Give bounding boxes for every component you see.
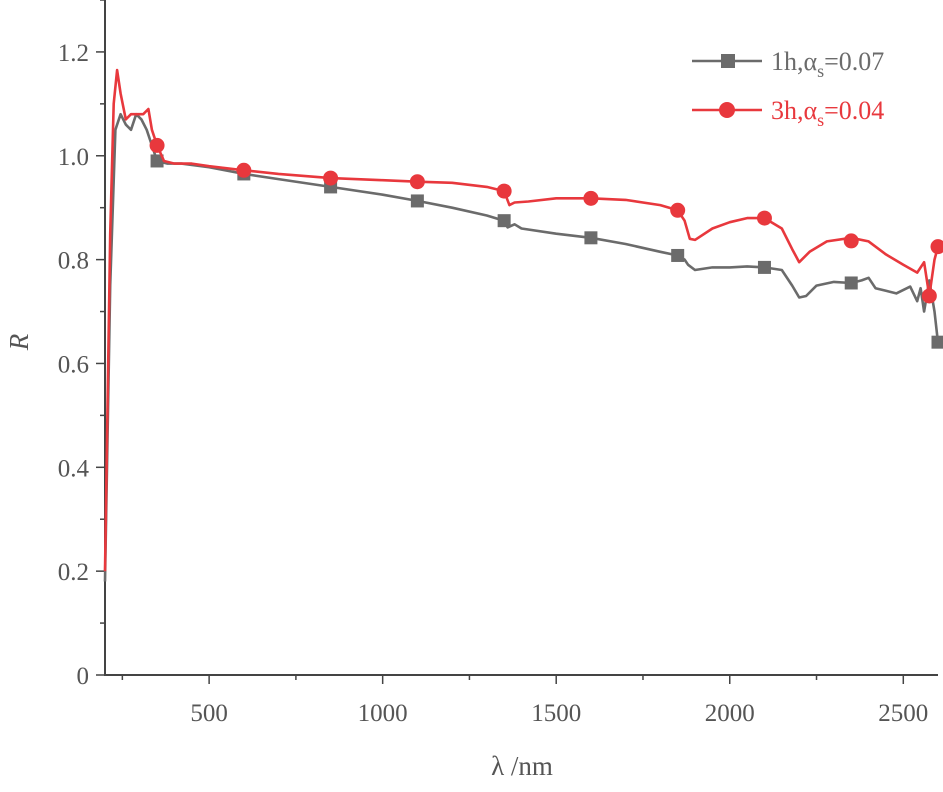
- y-axis-label: R: [4, 333, 34, 351]
- legend-marker-circle: [719, 102, 735, 118]
- data-point-circle: [670, 202, 686, 218]
- data-point-circle: [583, 190, 599, 206]
- data-point-circle: [756, 210, 772, 226]
- data-point-square: [150, 154, 164, 168]
- x-tick-label: 500: [190, 700, 228, 727]
- data-point-circle: [843, 233, 859, 249]
- x-axis-label: λ /nm: [491, 751, 553, 781]
- y-tick-label: 0: [77, 663, 90, 690]
- x-tick-label: 1000: [358, 700, 408, 727]
- y-tick-label: 0.2: [58, 559, 89, 586]
- x-tick-label: 2500: [878, 700, 928, 727]
- data-point-circle: [921, 288, 937, 304]
- y-tick-label: 0.4: [58, 455, 90, 482]
- data-point-circle: [149, 137, 165, 153]
- data-point-circle: [930, 239, 943, 255]
- legend-label: 3h,αs=0.04: [771, 96, 884, 130]
- y-tick-label: 1.2: [58, 40, 89, 67]
- data-point-circle: [236, 162, 252, 178]
- legend-item-1: 1h,αs=0.07: [692, 47, 884, 81]
- data-point-square: [844, 276, 858, 290]
- data-point-square: [671, 248, 685, 262]
- series-layer: [103, 68, 943, 582]
- data-point-circle: [323, 170, 339, 186]
- data-point-square: [584, 231, 598, 245]
- series-1: [103, 112, 943, 582]
- y-tick-label: 0.6: [58, 351, 89, 378]
- series-line: [103, 112, 940, 582]
- legend-marker-square: [721, 54, 735, 68]
- x-tick-label: 2000: [705, 700, 755, 727]
- y-tick-label: 1.0: [58, 144, 89, 171]
- data-point-square: [410, 194, 424, 208]
- y-tick-label: 0.8: [58, 248, 89, 275]
- data-point-square: [931, 335, 943, 349]
- legend-label: 1h,αs=0.07: [771, 47, 884, 81]
- data-point-circle: [409, 174, 425, 190]
- legend: 1h,αs=0.07 3h,αs=0.04: [692, 47, 884, 130]
- axes: 500 1000 1500 2000 2500 0 0.2 0.4 0.6 0.8 1.0 1.2: [58, 0, 938, 727]
- data-point-square: [757, 260, 771, 274]
- x-tick-label: 1500: [531, 700, 581, 727]
- series-line: [103, 68, 940, 572]
- data-point-circle: [496, 183, 512, 199]
- data-point-square: [497, 214, 511, 228]
- legend-item-2: 3h,αs=0.04: [692, 96, 884, 130]
- series-2: [103, 68, 943, 572]
